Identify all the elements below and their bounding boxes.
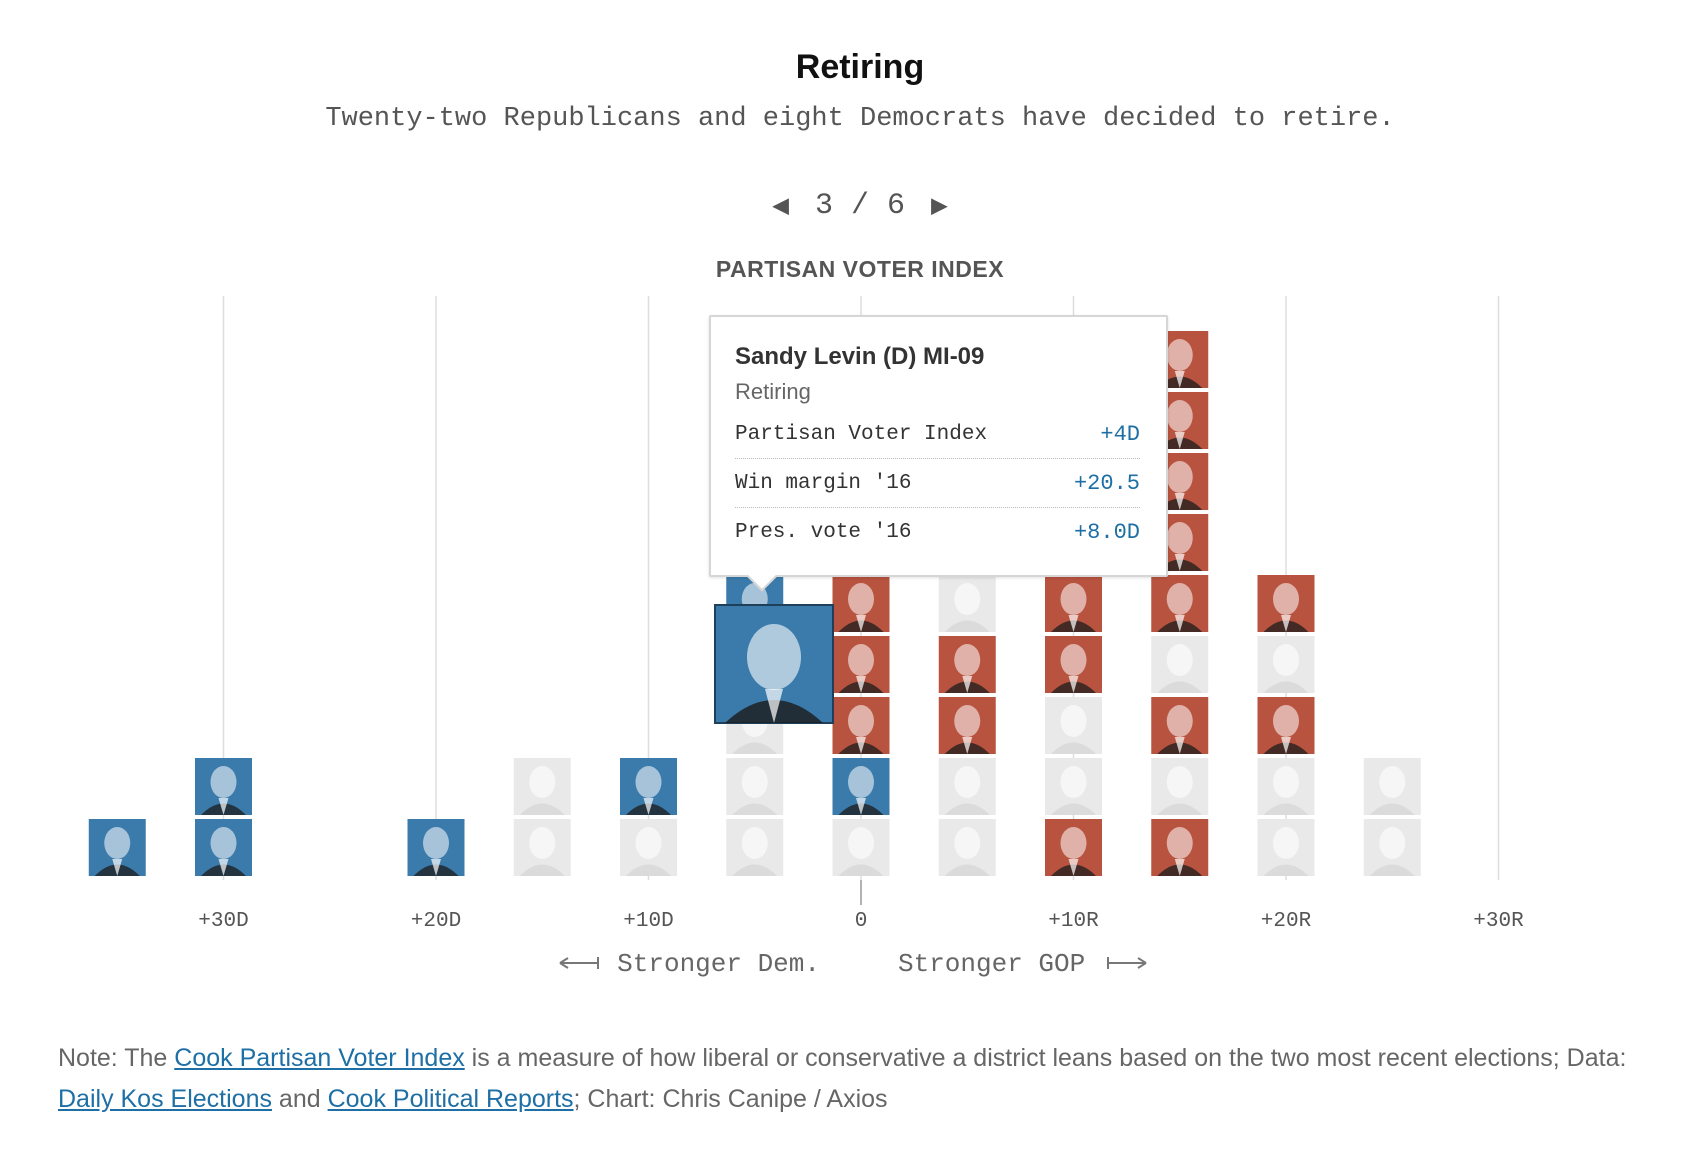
- x-tick-label: 0: [855, 910, 868, 933]
- member-tile-rep[interactable]: [1151, 697, 1209, 754]
- member-tile-faded[interactable]: [1151, 758, 1209, 815]
- member-tile-rep[interactable]: [1151, 575, 1209, 632]
- left-arrow-head: [559, 957, 599, 969]
- axis-title: PARTISAN VOTER INDEX: [715, 256, 1005, 282]
- member-tile-faded[interactable]: [1045, 758, 1102, 815]
- member-tile-rep[interactable]: [938, 697, 996, 754]
- member-tile-faded[interactable]: [1151, 636, 1209, 693]
- member-tile-faded[interactable]: [938, 758, 996, 815]
- note-text: ; Chart: Chris Canipe / Axios: [573, 1085, 888, 1113]
- member-tile-dem[interactable]: [407, 819, 465, 876]
- pager: ◀ 3 / 6 ▶: [0, 188, 1702, 224]
- member-tile-faded[interactable]: [726, 758, 784, 815]
- member-tile-faded[interactable]: [1257, 758, 1315, 815]
- right-arrow-head: [1107, 957, 1147, 969]
- stronger-dem-label: Stronger Dem.: [617, 949, 820, 979]
- member-tile-faded[interactable]: [726, 819, 784, 876]
- chart-title: Retiring: [795, 48, 925, 86]
- member-tile-rep[interactable]: [1257, 697, 1315, 754]
- tooltip-name: Sandy Levin (D) MI-09: [735, 343, 985, 370]
- member-tile-rep[interactable]: [1045, 575, 1102, 632]
- stronger-gop-label: Stronger GOP: [898, 949, 1085, 979]
- next-arrow-icon[interactable]: ▶: [931, 192, 948, 223]
- member-tile-faded[interactable]: [1363, 758, 1421, 815]
- x-tick-label: +30R: [1473, 910, 1524, 933]
- member-tile-rep[interactable]: [1257, 575, 1315, 632]
- tooltip-status: Retiring: [735, 379, 811, 404]
- pvi-chart: +30D +20D +10D 0 +10R +20R +30R Stronger Dem. St…: [88, 296, 1524, 979]
- member-tile-faded[interactable]: [1363, 819, 1421, 876]
- member-tooltip: Sandy Levin (D) MI-09 Retiring Partisan …: [709, 315, 1168, 577]
- member-tile-rep[interactable]: [832, 575, 890, 632]
- member-tile-dem[interactable]: [195, 758, 252, 815]
- member-tile-faded[interactable]: [938, 819, 996, 876]
- member-tile-rep[interactable]: [832, 697, 890, 754]
- member-tile-faded[interactable]: [513, 758, 571, 815]
- tooltip-label: Pres. vote '16: [735, 520, 912, 544]
- member-tile-dem[interactable]: [832, 758, 890, 815]
- cook-political-link[interactable]: Cook Political Reports: [327, 1085, 574, 1113]
- member-tile-dem[interactable]: [88, 819, 146, 876]
- tooltip-row-win-margin: Win margin '16 +20.5: [735, 459, 1140, 508]
- tooltip-label: Win margin '16: [735, 471, 912, 495]
- x-tick-label: +20D: [411, 910, 461, 933]
- highlighted-member-tile[interactable]: [714, 604, 834, 724]
- x-tick-label: +20R: [1261, 910, 1312, 933]
- member-tile-faded[interactable]: [620, 819, 677, 876]
- member-tile-dem[interactable]: [620, 758, 677, 815]
- note-text: is a measure of how liberal or conservat…: [464, 1044, 1627, 1072]
- member-tile-faded[interactable]: [1257, 819, 1315, 876]
- cook-pvi-link[interactable]: Cook Partisan Voter Index: [174, 1044, 465, 1072]
- member-tile-rep[interactable]: [1045, 636, 1102, 693]
- member-tile-faded[interactable]: [1045, 697, 1102, 754]
- page-indicator: 3 / 6: [814, 188, 905, 223]
- x-tick-label: +10D: [623, 910, 673, 933]
- member-tile-faded[interactable]: [513, 819, 571, 876]
- note-text: and: [271, 1085, 328, 1113]
- member-tile-dem[interactable]: [195, 819, 252, 876]
- footnote: Note: The Cook Partisan Voter Index is a…: [58, 1038, 1658, 1120]
- member-tile-rep[interactable]: [1045, 819, 1102, 876]
- tooltip-value: +8.0D: [1073, 519, 1140, 545]
- x-tick-label: +30D: [198, 910, 248, 933]
- member-tile-faded[interactable]: [938, 575, 996, 632]
- daily-kos-link[interactable]: Daily Kos Elections: [58, 1085, 272, 1113]
- tooltip-row-pres-vote: Pres. vote '16 +8.0D: [735, 508, 1140, 556]
- prev-arrow-icon[interactable]: ◀: [772, 192, 789, 223]
- x-tick-label: +10R: [1048, 910, 1099, 933]
- member-tile-rep[interactable]: [832, 636, 890, 693]
- member-tile-faded[interactable]: [832, 819, 890, 876]
- note-text: Note: The: [58, 1044, 175, 1072]
- chart-subtitle: Twenty-two Republicans and eight Democra…: [325, 104, 1395, 134]
- tooltip-row-pvi: Partisan Voter Index +4D: [735, 410, 1140, 459]
- tooltip-label: Partisan Voter Index: [735, 422, 988, 446]
- tooltip-value: +20.5: [1073, 470, 1140, 496]
- tooltip-value: +4D: [1100, 421, 1140, 447]
- member-tile-rep[interactable]: [938, 636, 996, 693]
- member-tile-rep[interactable]: [1151, 819, 1209, 876]
- member-tile-faded[interactable]: [1257, 636, 1315, 693]
